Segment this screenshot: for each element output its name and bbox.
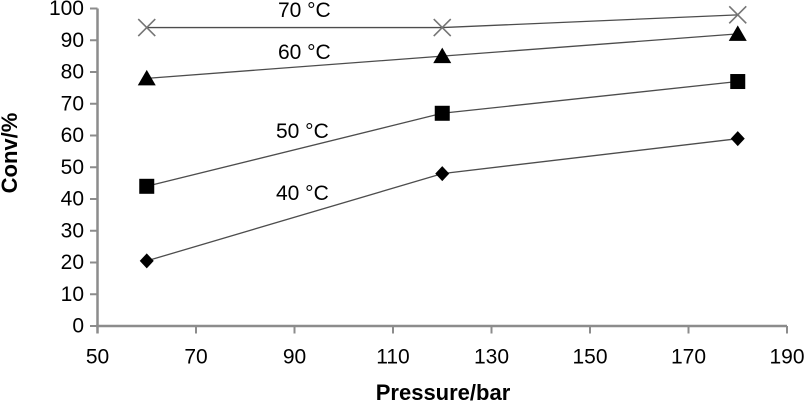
y-axis-title: Conv/%	[0, 112, 22, 194]
point-marker-diamond-icon	[730, 131, 745, 147]
point-marker-square-icon	[139, 178, 155, 194]
point-marker-x-icon	[728, 5, 747, 24]
x-tick-label: 50	[86, 346, 109, 369]
x-tick-label: 170	[671, 346, 706, 369]
y-tick-label: 100	[49, 0, 84, 20]
x-tick-label: 190	[769, 346, 804, 369]
point-marker-diamond-icon	[435, 166, 450, 182]
point-marker-square-icon	[434, 105, 450, 121]
point-marker-triangle-icon	[433, 47, 452, 64]
series-label: 70 °C	[278, 0, 331, 22]
point-marker-x-icon	[433, 18, 452, 37]
point-marker-x-icon	[137, 18, 156, 37]
series-line	[146, 14, 738, 29]
y-tick-label: 40	[61, 188, 84, 211]
x-tick-label: 150	[572, 346, 607, 369]
y-tick-label: 70	[61, 92, 84, 115]
y-tick-label: 90	[61, 29, 84, 52]
series-label: 50 °C	[276, 120, 329, 143]
point-marker-square-icon	[730, 74, 746, 90]
series-line	[146, 138, 738, 262]
y-tick-label: 10	[61, 283, 84, 306]
y-tick-label: 60	[61, 124, 84, 147]
point-marker-triangle-icon	[137, 69, 156, 86]
x-axis-title: Pressure/bar	[375, 380, 511, 405]
y-tick-label: 30	[61, 219, 84, 242]
y-tick-label: 20	[61, 251, 84, 274]
y-tick-label: 50	[61, 156, 84, 179]
series-label: 60 °C	[278, 41, 331, 64]
point-marker-triangle-icon	[728, 25, 747, 41]
x-tick-label: 90	[283, 346, 306, 369]
y-tick-label: 0	[72, 315, 84, 338]
series-label: 40 °C	[276, 182, 329, 205]
x-tick-label: 70	[184, 346, 207, 369]
point-marker-diamond-icon	[139, 253, 154, 269]
x-tick-label: 130	[474, 346, 509, 369]
x-tick-label: 110	[376, 346, 409, 369]
y-tick-label: 80	[61, 61, 84, 84]
